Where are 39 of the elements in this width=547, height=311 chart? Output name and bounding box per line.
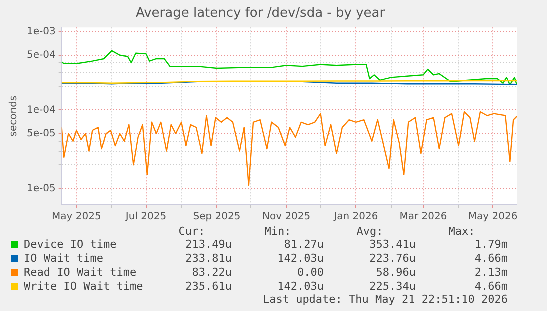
x-tick-label: Jan 2026 <box>333 212 378 223</box>
x-tick-label: Sep 2025 <box>193 212 241 223</box>
text: Last update: Thu May 21 22:51:10 2026 <box>262 293 508 306</box>
text: Cur: <box>178 225 206 238</box>
x-tick-label: May 2026 <box>468 212 518 223</box>
x-tick-label: Mar 2026 <box>400 212 448 223</box>
text: Min: <box>264 225 292 238</box>
text: 81.27u <box>283 238 324 252</box>
y-axis-title: seconds <box>8 96 20 137</box>
legend-label: IO Wait time <box>23 252 104 266</box>
text: 353.41u <box>368 238 416 252</box>
x-tick-label: May 2025 <box>52 212 102 223</box>
y-tick-label: 1e-03 <box>26 26 56 38</box>
y-tick-label: 5e-04 <box>26 50 56 61</box>
text: 83.22u <box>191 266 232 280</box>
text: 58.96u <box>375 266 416 280</box>
text: Avg: <box>356 225 384 238</box>
legend-label: Read IO Wait time <box>23 266 138 280</box>
text: 2.13m <box>474 266 508 280</box>
chart-title: Average latency for /dev/sda - by year <box>136 6 386 22</box>
x-tick-label: Nov 2025 <box>262 212 311 223</box>
y-tick-label: 1e-04 <box>26 104 56 116</box>
text: 235.61u <box>184 280 232 294</box>
text: 1.79m <box>474 238 508 252</box>
text: 142.03u <box>276 252 324 266</box>
legend-label: Write IO Wait time <box>23 280 144 294</box>
legend-label: Device IO time <box>23 238 118 252</box>
text: 0.00 <box>296 266 324 280</box>
text: 223.76u <box>368 252 416 266</box>
y-tick-label: 5e-05 <box>26 128 56 140</box>
text: 233.81u <box>184 252 232 266</box>
text: 4.66m <box>474 252 508 266</box>
y-tick-label: 1e-05 <box>26 183 56 194</box>
text: Max: <box>448 225 476 238</box>
text: 4.66m <box>474 280 508 294</box>
text: 142.03u <box>276 280 324 294</box>
text: 213.49u <box>184 238 232 252</box>
x-tick-label: Jul 2025 <box>124 212 167 223</box>
text: 225.34u <box>368 280 416 294</box>
